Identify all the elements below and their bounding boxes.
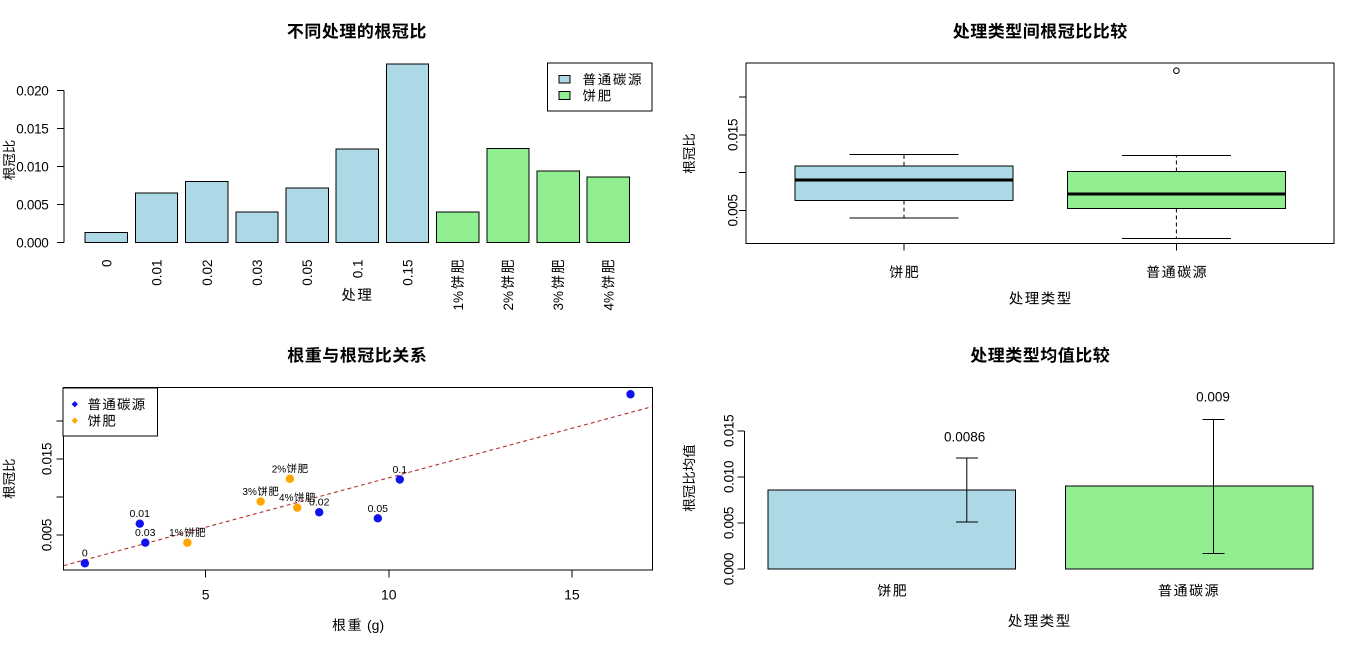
svg-text:3%: 3%	[551, 291, 566, 311]
svg-text:0.0086: 0.0086	[944, 430, 985, 445]
svg-text:0.010: 0.010	[16, 159, 48, 174]
svg-text:0.01: 0.01	[130, 508, 151, 520]
svg-text:15: 15	[564, 587, 580, 603]
svg-text:0: 0	[99, 260, 114, 268]
svg-text:0.005: 0.005	[16, 197, 48, 212]
svg-text:1%: 1%	[451, 291, 466, 311]
svg-text:2%: 2%	[272, 464, 287, 475]
svg-text:0.03: 0.03	[135, 527, 156, 539]
svg-text:0.01: 0.01	[150, 260, 165, 286]
svg-text:4%: 4%	[279, 493, 294, 504]
svg-text:3%: 3%	[242, 487, 257, 498]
svg-text:0: 0	[82, 548, 88, 560]
svg-text:1%: 1%	[169, 528, 184, 539]
svg-text:0.015: 0.015	[726, 119, 741, 151]
svg-text:0.010: 0.010	[722, 461, 737, 493]
svg-text:0.015: 0.015	[40, 443, 55, 475]
svg-text:5: 5	[202, 587, 210, 603]
svg-text:0.02: 0.02	[309, 497, 330, 509]
svg-text:0.1: 0.1	[350, 260, 365, 279]
svg-text:4%: 4%	[601, 291, 616, 311]
svg-text:0.015: 0.015	[722, 415, 737, 447]
svg-text:0.05: 0.05	[368, 503, 389, 515]
svg-text:0.1: 0.1	[392, 464, 407, 476]
svg-text:2%: 2%	[501, 291, 516, 311]
svg-text:0.005: 0.005	[726, 194, 741, 226]
svg-text:0.005: 0.005	[40, 519, 55, 551]
svg-text:(g): (g)	[367, 617, 384, 633]
svg-text:0.000: 0.000	[722, 553, 737, 585]
svg-text:0.005: 0.005	[722, 507, 737, 539]
svg-text:0.15: 0.15	[401, 260, 416, 286]
svg-text:0.015: 0.015	[16, 121, 48, 136]
svg-text:0.02: 0.02	[200, 260, 215, 286]
svg-text:0.009: 0.009	[1196, 390, 1230, 405]
svg-text:10: 10	[381, 587, 397, 603]
svg-text:0.05: 0.05	[300, 260, 315, 286]
svg-text:0.000: 0.000	[16, 235, 48, 250]
svg-text:0.03: 0.03	[250, 260, 265, 286]
svg-text:0.020: 0.020	[16, 83, 48, 98]
